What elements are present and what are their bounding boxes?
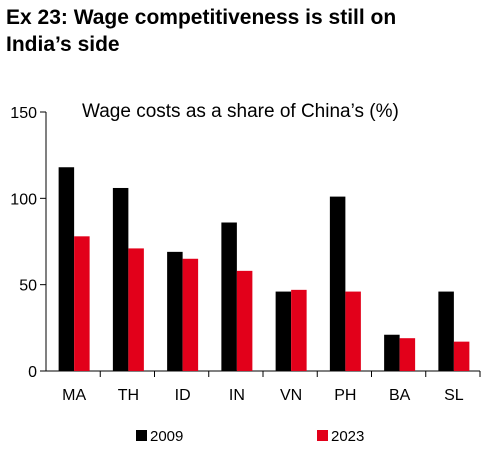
legend: 2009 2023 [136,428,364,445]
bar-2023-ID [182,258,199,371]
x-category-label: BA [389,387,411,404]
bar-2009-BA [384,334,400,371]
bar-2023-BA [399,338,416,371]
legend-label-2009: 2009 [150,428,183,445]
bar-2023-IN [236,270,253,371]
bar-2009-PH [329,196,346,371]
y-tick-label: 0 [28,364,37,381]
bar-2009-MA [58,167,75,371]
legend-swatch-2009 [136,430,147,441]
bar-2023-PH [345,291,361,371]
chart-subtitle: Wage costs as a share of China’s (%) [82,101,399,122]
bar-2009-SL [438,291,454,371]
x-axis: MA TH ID IN VN PH BA SL [46,370,481,404]
bar-2023-SL [453,341,470,371]
x-category-label: IN [229,387,245,404]
legend-swatch-2023 [317,430,328,441]
bar-2023-MA [74,236,90,371]
bar-2009-VN [275,291,292,371]
y-tick-label: 100 [10,191,37,208]
bar-2009-IN [221,222,237,371]
y-axis: 0 50 100 150 [10,105,47,381]
heading-line-2: India’s side [6,33,120,56]
bar-2009-ID [167,251,183,371]
x-category-label: TH [118,387,139,404]
x-category-label: MA [62,387,86,404]
y-tick-label: 150 [10,105,37,122]
bar-2009-TH [112,187,129,371]
x-category-label: PH [334,387,356,404]
y-tick-label: 50 [19,278,37,295]
x-category-label: SL [444,387,464,404]
x-category-label: ID [175,387,191,404]
bar-2023-TH [128,248,144,371]
bar-2023-VN [291,289,307,371]
chart-heading: Ex 23: Wage competitiveness is still on … [6,4,476,58]
bars-group [58,167,470,371]
x-category-label: VN [280,387,302,404]
heading-line-1: Ex 23: Wage competitiveness is still on [6,6,397,29]
legend-label-2023: 2023 [331,428,364,445]
